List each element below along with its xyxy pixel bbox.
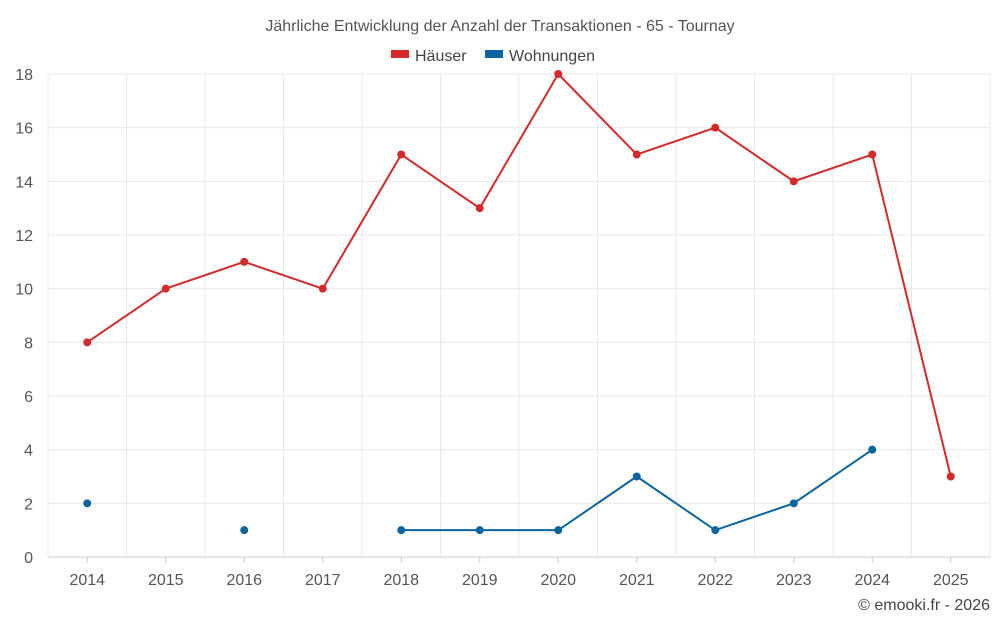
data-point[interactable] bbox=[946, 472, 955, 481]
data-point[interactable] bbox=[83, 338, 92, 347]
data-point[interactable] bbox=[475, 526, 484, 535]
series-haeuser bbox=[83, 70, 955, 481]
legend-swatch-wohnungen bbox=[485, 50, 503, 58]
data-point[interactable] bbox=[240, 526, 249, 535]
data-point[interactable] bbox=[632, 472, 641, 481]
series-group bbox=[83, 70, 955, 535]
y-tick-label: 10 bbox=[15, 282, 33, 299]
x-tick-label: 2018 bbox=[383, 572, 419, 589]
data-point[interactable] bbox=[789, 499, 798, 508]
x-axis-ticks: 2014 2015 2016 2017 2018 2019 2020 2021 2022 2023… bbox=[69, 572, 968, 589]
data-point[interactable] bbox=[83, 499, 92, 508]
data-point[interactable] bbox=[318, 284, 327, 293]
chart-title: Jährliche Entwicklung der Anzahl der Tra… bbox=[265, 18, 734, 35]
series-wohnungen bbox=[83, 445, 877, 535]
series-line bbox=[401, 448, 873, 532]
axes bbox=[48, 556, 990, 563]
data-point[interactable] bbox=[868, 150, 877, 159]
y-tick-label: 12 bbox=[15, 228, 33, 245]
grid bbox=[47, 73, 991, 557]
legend-label-haeuser: Häuser bbox=[415, 48, 467, 65]
x-tick-label: 2017 bbox=[305, 572, 341, 589]
x-tick-label: 2020 bbox=[540, 572, 576, 589]
series-line bbox=[86, 72, 952, 477]
data-point[interactable] bbox=[554, 70, 563, 78]
x-tick-label: 2024 bbox=[854, 572, 890, 589]
data-point[interactable] bbox=[789, 177, 798, 186]
x-tick-label: 2015 bbox=[148, 572, 184, 589]
x-tick-label: 2025 bbox=[933, 572, 969, 589]
data-point[interactable] bbox=[161, 284, 170, 293]
y-tick-label: 14 bbox=[15, 174, 33, 191]
y-tick-label: 8 bbox=[24, 335, 33, 352]
y-tick-label: 4 bbox=[24, 443, 33, 460]
y-axis-ticks: 0 2 4 6 8 10 12 14 16 18 bbox=[15, 67, 33, 567]
y-tick-label: 2 bbox=[24, 496, 33, 513]
legend-swatch-haeuser bbox=[391, 50, 409, 58]
data-point[interactable] bbox=[240, 257, 249, 266]
data-point[interactable] bbox=[632, 150, 641, 159]
data-point[interactable] bbox=[397, 526, 406, 535]
y-tick-label: 16 bbox=[15, 121, 33, 138]
data-point[interactable] bbox=[554, 526, 563, 535]
legend: Häuser Wohnungen bbox=[391, 48, 595, 65]
data-point[interactable] bbox=[868, 445, 877, 454]
x-tick-label: 2021 bbox=[619, 572, 655, 589]
data-point[interactable] bbox=[397, 150, 406, 159]
x-tick-label: 2023 bbox=[776, 572, 812, 589]
data-point[interactable] bbox=[711, 526, 720, 535]
legend-label-wohnungen: Wohnungen bbox=[509, 48, 595, 65]
credit-text: © emooki.fr - 2026 bbox=[858, 597, 990, 614]
y-tick-label: 6 bbox=[24, 389, 33, 406]
y-tick-label: 0 bbox=[24, 550, 33, 567]
x-tick-label: 2014 bbox=[69, 572, 105, 589]
y-tick-label: 18 bbox=[15, 67, 33, 84]
x-tick-label: 2019 bbox=[462, 572, 498, 589]
data-point[interactable] bbox=[475, 204, 484, 213]
data-point[interactable] bbox=[711, 123, 720, 132]
x-tick-label: 2016 bbox=[226, 572, 262, 589]
x-tick-label: 2022 bbox=[697, 572, 733, 589]
